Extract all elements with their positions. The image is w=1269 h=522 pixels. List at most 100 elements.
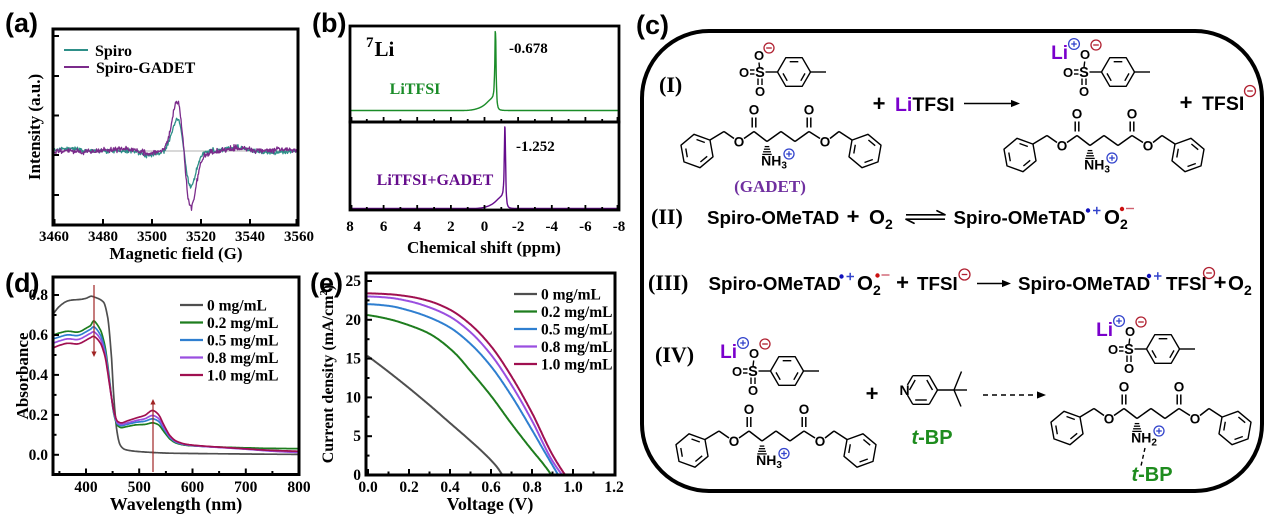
svg-text:700: 700 <box>234 479 258 496</box>
svg-text:TFSI: TFSI <box>1166 273 1207 294</box>
svg-text:S: S <box>748 364 758 380</box>
svg-text:Li: Li <box>1096 320 1113 341</box>
svg-text:600: 600 <box>181 479 205 496</box>
svg-text:Spiro-OMeTAD: Spiro-OMeTAD <box>707 207 839 228</box>
svg-text:O: O <box>1108 342 1118 357</box>
svg-text:O: O <box>749 103 760 118</box>
svg-text:LiTFSI+GADET: LiTFSI+GADET <box>377 172 494 189</box>
svg-text:O: O <box>1124 361 1134 376</box>
svg-text:O: O <box>1072 107 1083 122</box>
svg-text:t-BP: t-BP <box>911 427 952 449</box>
svg-text:Absorbance: Absorbance <box>13 332 32 419</box>
svg-text:(a): (a) <box>5 8 38 38</box>
svg-text:O: O <box>1119 380 1130 395</box>
svg-text:O2: O2 <box>1228 272 1252 298</box>
svg-text:S: S <box>755 65 765 81</box>
svg-text:O: O <box>820 135 831 150</box>
svg-text:Spiro-OMeTAD: Spiro-OMeTAD <box>1018 273 1150 294</box>
svg-text:3500: 3500 <box>137 229 167 245</box>
svg-text:(d): (d) <box>5 268 39 298</box>
svg-text:O: O <box>815 434 826 449</box>
svg-text:Spiro-OMeTAD: Spiro-OMeTAD <box>954 207 1086 228</box>
svg-text:0.2: 0.2 <box>399 479 419 496</box>
svg-text:-4: -4 <box>546 219 559 235</box>
svg-text:+: + <box>896 270 909 295</box>
svg-text:t-BP: t-BP <box>1131 464 1172 486</box>
svg-text:10: 10 <box>346 389 362 406</box>
svg-text:4: 4 <box>413 219 421 235</box>
svg-text:Voltage (V): Voltage (V) <box>447 494 534 515</box>
svg-text:0 mg/mL: 0 mg/mL <box>207 298 267 315</box>
svg-text:(c): (c) <box>636 10 669 40</box>
svg-text:800: 800 <box>287 479 311 496</box>
svg-text:(II): (II) <box>651 204 683 229</box>
svg-text:+: + <box>1180 90 1193 115</box>
svg-text:0.4: 0.4 <box>440 479 460 496</box>
svg-text:1.0 mg/mL: 1.0 mg/mL <box>207 368 278 385</box>
svg-text:Spiro-OMeTAD: Spiro-OMeTAD <box>709 273 841 294</box>
svg-text:Spiro: Spiro <box>95 43 132 60</box>
svg-text:3520: 3520 <box>186 229 216 245</box>
svg-text:6: 6 <box>380 219 388 235</box>
svg-text:Spiro-GADET: Spiro-GADET <box>96 60 196 77</box>
svg-text:O: O <box>748 383 758 398</box>
svg-text:O: O <box>729 434 740 449</box>
svg-text:0.2: 0.2 <box>29 407 49 424</box>
svg-text:0.4: 0.4 <box>29 367 49 384</box>
svg-text:LiTFSI: LiTFSI <box>895 94 955 116</box>
svg-text:7Li: 7Li <box>366 35 395 61</box>
svg-text:O: O <box>1104 412 1115 427</box>
svg-text:O: O <box>734 135 745 150</box>
svg-text:O: O <box>1125 324 1135 339</box>
svg-text:(GADET): (GADET) <box>734 177 806 196</box>
svg-text:-8: -8 <box>613 219 626 235</box>
svg-text:0.8: 0.8 <box>29 287 49 304</box>
svg-text:0.5 mg/mL: 0.5 mg/mL <box>541 322 612 339</box>
svg-text:O: O <box>1143 139 1154 154</box>
svg-text:(e): (e) <box>310 268 343 298</box>
svg-text:15: 15 <box>346 351 362 368</box>
svg-text:-6: -6 <box>579 219 592 235</box>
svg-text:0.6: 0.6 <box>481 479 501 496</box>
svg-text:TFSI: TFSI <box>917 273 958 294</box>
svg-text:0: 0 <box>481 219 489 235</box>
svg-text:S: S <box>1079 65 1089 81</box>
svg-text:O: O <box>1057 139 1068 154</box>
svg-text:O: O <box>749 346 759 361</box>
svg-text:2: 2 <box>447 219 455 235</box>
svg-text:0.8 mg/mL: 0.8 mg/mL <box>541 339 612 356</box>
svg-text:Wavelength (nm): Wavelength (nm) <box>110 494 243 515</box>
svg-text:O: O <box>744 402 755 417</box>
svg-text:400: 400 <box>74 479 98 496</box>
svg-text:(I): (I) <box>659 72 682 97</box>
svg-text:O2: O2 <box>1104 206 1128 232</box>
svg-text:0.2 mg/mL: 0.2 mg/mL <box>541 304 612 321</box>
svg-text:Chemical shift (ppm): Chemical shift (ppm) <box>407 238 561 257</box>
svg-text:3480: 3480 <box>88 229 118 245</box>
svg-text:(IV): (IV) <box>655 342 694 367</box>
svg-text:O: O <box>754 48 764 63</box>
svg-text:+: + <box>847 204 860 229</box>
svg-text:0.0: 0.0 <box>29 447 49 464</box>
svg-text:NH2: NH2 <box>1131 430 1157 449</box>
svg-text:(III): (III) <box>648 270 688 295</box>
svg-text:O: O <box>755 84 765 99</box>
svg-text:NH3: NH3 <box>761 153 787 172</box>
svg-text:0 mg/mL: 0 mg/mL <box>541 287 601 304</box>
svg-text:O: O <box>1127 107 1138 122</box>
svg-text:O: O <box>799 402 810 417</box>
svg-text:5: 5 <box>353 428 361 445</box>
svg-text:O: O <box>1063 65 1073 80</box>
svg-text:0.0: 0.0 <box>358 479 378 496</box>
svg-text:25: 25 <box>346 273 362 290</box>
svg-text:3460: 3460 <box>39 229 69 245</box>
svg-text:0.8: 0.8 <box>522 479 542 496</box>
svg-text:Intensity (a.u.): Intensity (a.u.) <box>25 74 44 180</box>
svg-text:O: O <box>1079 84 1089 99</box>
svg-text:-0.678: -0.678 <box>509 41 548 57</box>
svg-text:O: O <box>732 364 742 379</box>
svg-text:+: + <box>1214 270 1227 295</box>
svg-text:O: O <box>804 103 815 118</box>
svg-text:+: + <box>866 381 879 406</box>
svg-text:0.2 mg/mL: 0.2 mg/mL <box>207 315 278 332</box>
